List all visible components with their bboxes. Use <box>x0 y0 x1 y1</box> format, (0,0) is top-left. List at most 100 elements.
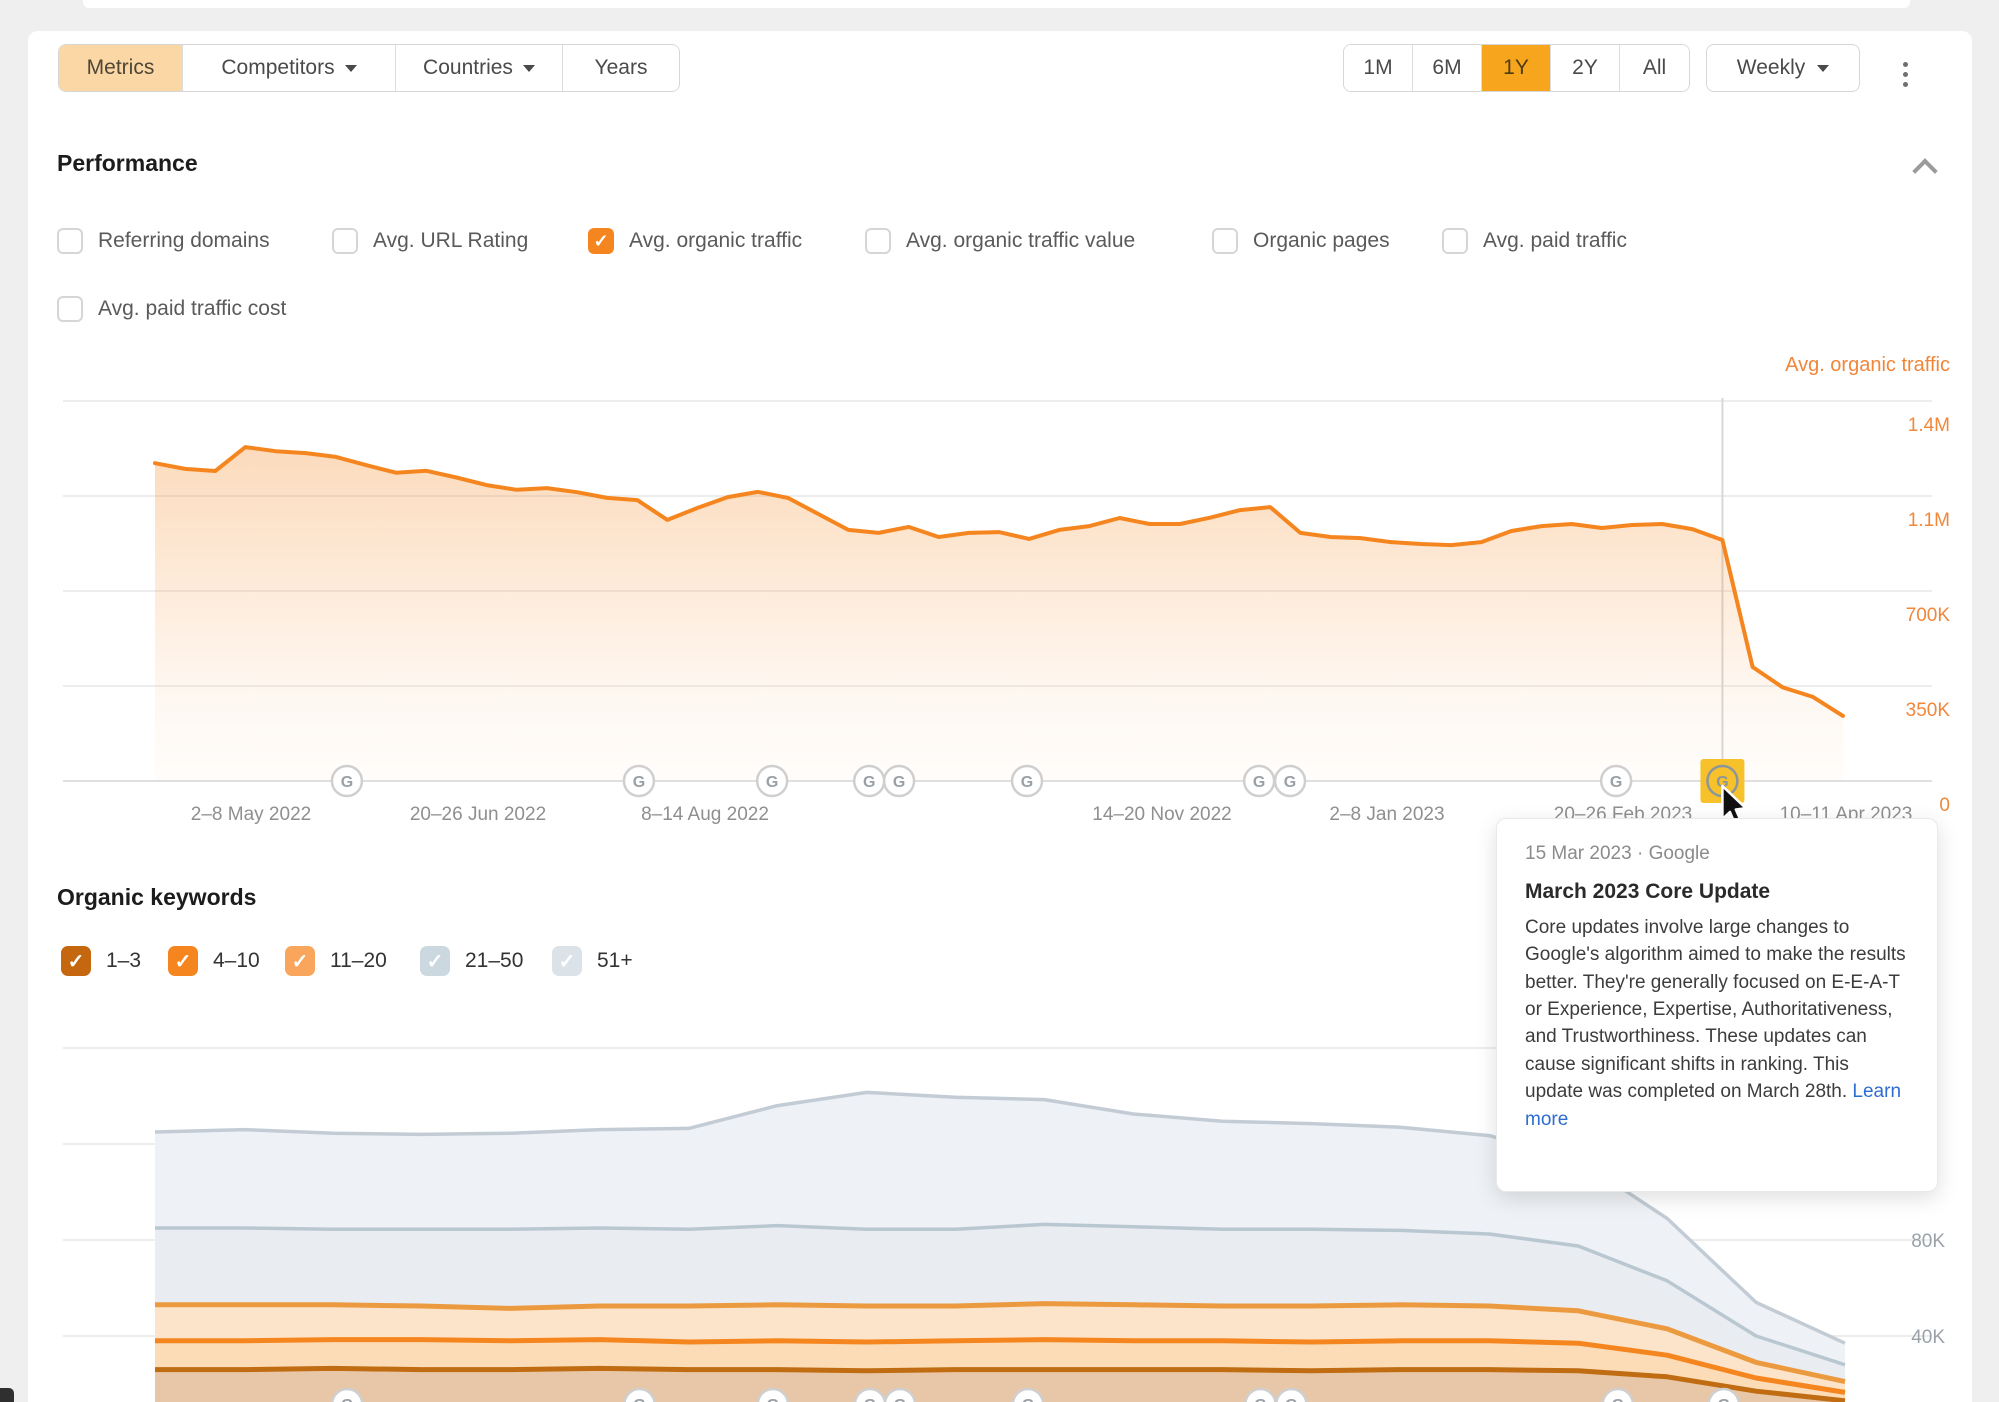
checkbox-label: Avg. organic traffic <box>629 229 803 252</box>
checkbox-unchecked-icon[interactable] <box>57 228 83 254</box>
tab-label: Years <box>594 56 648 79</box>
checkbox-organic-pages[interactable]: Organic pages <box>1212 228 1390 254</box>
google-update-marker[interactable]: G <box>1242 764 1276 798</box>
band-1-3 <box>155 1368 1845 1402</box>
checkbox-label: 4–10 <box>213 949 260 972</box>
checkbox-checked-icon[interactable]: ✓ <box>420 946 450 976</box>
svg-text:G: G <box>767 1397 779 1402</box>
range-all[interactable]: All <box>1620 45 1689 91</box>
x-axis-tick: 2–8 Jan 2023 <box>1329 804 1444 825</box>
band-51+ <box>155 1092 1845 1365</box>
range-1y[interactable]: 1Y <box>1482 45 1551 91</box>
band-line <box>155 1301 1846 1385</box>
svg-text:G: G <box>1612 1397 1624 1402</box>
top-edge-strip <box>83 0 1910 8</box>
tab-label: Metrics <box>86 56 155 79</box>
tab-label: Competitors <box>221 56 335 79</box>
google-update-marker[interactable]: G <box>853 1387 887 1402</box>
svg-text:G: G <box>1285 1397 1297 1402</box>
google-update-marker[interactable]: G <box>852 764 886 798</box>
google-update-marker[interactable]: G <box>1601 1387 1634 1402</box>
checkbox-label: Referring domains <box>98 229 270 252</box>
checkbox-avg-paid-traffic[interactable]: Avg. paid traffic <box>1442 228 1627 254</box>
checkbox-label: 21–50 <box>465 949 524 972</box>
svg-text:G: G <box>1716 774 1728 791</box>
checkbox-label: Avg. URL Rating <box>373 229 529 252</box>
svg-text:G: G <box>1610 774 1622 791</box>
kebab-menu-icon[interactable] <box>1897 56 1914 93</box>
google-update-marker[interactable]: G <box>882 764 916 798</box>
checkbox-51+[interactable]: ✓ 51+ <box>552 946 633 976</box>
google-update-marker[interactable]: G <box>331 1387 364 1402</box>
tab-competitors[interactable]: Competitors <box>183 45 396 91</box>
avg-organic-traffic-chart: 1.4M 1.1M 700K 350K 0 G G G G G G G G G G 2–8 May 2022 2… <box>63 398 1950 825</box>
checkbox-avg-paid-traffic-cost[interactable]: Avg. paid traffic cost <box>57 296 286 322</box>
checkbox-checked-icon[interactable]: ✓ <box>61 946 91 976</box>
checkbox-1-3[interactable]: ✓ 1–3 <box>61 946 141 976</box>
checkbox-21-50[interactable]: ✓ 21–50 <box>420 946 523 976</box>
tab-years[interactable]: Years <box>563 45 679 91</box>
checkbox-unchecked-icon[interactable] <box>865 228 891 254</box>
checkbox-label: Avg. organic traffic value <box>906 229 1136 252</box>
tab-metrics[interactable]: Metrics <box>59 45 183 91</box>
svg-text:G: G <box>1718 1397 1730 1402</box>
performance-heading: Performance <box>57 150 198 176</box>
svg-text:G: G <box>894 1397 906 1402</box>
granularity-label: Weekly <box>1736 56 1806 79</box>
google-update-marker[interactable]: G <box>1275 1387 1308 1402</box>
checkbox-label: Avg. paid traffic <box>1483 229 1627 252</box>
checkbox-checked-icon[interactable]: ✓ <box>552 946 582 976</box>
svg-text:G: G <box>633 774 645 791</box>
google-update-marker[interactable]: G <box>755 764 789 798</box>
band-line <box>155 1337 1846 1395</box>
checkbox-unchecked-icon[interactable] <box>332 228 358 254</box>
checkbox-avg-organic-traffic-value[interactable]: Avg. organic traffic value <box>865 228 1135 254</box>
range-2y[interactable]: 2Y <box>1551 45 1620 91</box>
tooltip-body: Core updates involve large changes to Go… <box>1525 914 1909 1133</box>
learn-more-link[interactable]: Learn more <box>1525 1081 1902 1130</box>
checkbox-4-10[interactable]: ✓ 4–10 <box>168 946 260 976</box>
google-update-marker[interactable]: G <box>756 1387 789 1402</box>
tooltip-date: 15 Mar 2023 · Google <box>1525 843 1710 864</box>
band-11-20 <box>155 1303 1845 1393</box>
svg-text:G: G <box>1253 774 1265 791</box>
google-update-marker[interactable]: G <box>1010 764 1044 798</box>
granularity-dropdown[interactable]: Weekly <box>1706 44 1860 92</box>
chart-series-label: Avg. organic traffic <box>1785 354 1950 376</box>
caret-down-icon <box>344 64 357 72</box>
google-update-marker[interactable]: G <box>1273 764 1307 798</box>
x-axis-tick: 14–20 Nov 2022 <box>1092 804 1231 825</box>
y-axis-tick: 40K <box>1911 1327 1945 1348</box>
checkbox-referring-domains[interactable]: Referring domains <box>57 228 270 254</box>
checkbox-unchecked-icon[interactable] <box>1212 228 1238 254</box>
google-update-marker[interactable]: G <box>330 764 364 798</box>
svg-text:G: G <box>341 774 353 791</box>
checkbox-avg-organic-traffic[interactable]: ✓ Avg. organic traffic <box>588 228 802 254</box>
checkbox-checked-icon[interactable]: ✓ <box>588 228 614 254</box>
google-update-marker[interactable]: G <box>1011 1387 1045 1402</box>
view-tabs: Metrics Competitors Countries Years <box>58 44 680 92</box>
svg-text:G: G <box>1284 774 1296 791</box>
checkbox-avg-url-rating[interactable]: Avg. URL Rating <box>332 228 528 254</box>
y-axis-tick: 0 <box>1939 795 1950 816</box>
range-1m[interactable]: 1M <box>1344 45 1413 91</box>
google-update-marker[interactable]: G <box>1244 1387 1277 1402</box>
checkbox-11-20[interactable]: ✓ 11–20 <box>285 946 387 976</box>
checkbox-label: 1–3 <box>106 949 142 972</box>
traffic-line <box>153 445 1845 718</box>
google-update-marker[interactable]: G <box>1707 1387 1740 1402</box>
checkbox-checked-icon[interactable]: ✓ <box>285 946 315 976</box>
range-6m[interactable]: 6M <box>1413 45 1482 91</box>
checkbox-unchecked-icon[interactable] <box>1442 228 1468 254</box>
checkbox-checked-icon[interactable]: ✓ <box>168 946 198 976</box>
google-update-marker[interactable]: G <box>622 764 656 798</box>
tooltip-title: March 2023 Core Update <box>1525 880 1771 903</box>
organic-keywords-chart: 80K 40K G G G G G G G G G G <box>63 1047 1945 1402</box>
google-update-marker[interactable]: G <box>623 1387 656 1402</box>
google-update-marker[interactable]: G <box>883 1387 917 1402</box>
google-update-marker[interactable]: G <box>1599 764 1633 798</box>
checkbox-unchecked-icon[interactable] <box>57 296 83 322</box>
tab-countries[interactable]: Countries <box>396 45 563 91</box>
